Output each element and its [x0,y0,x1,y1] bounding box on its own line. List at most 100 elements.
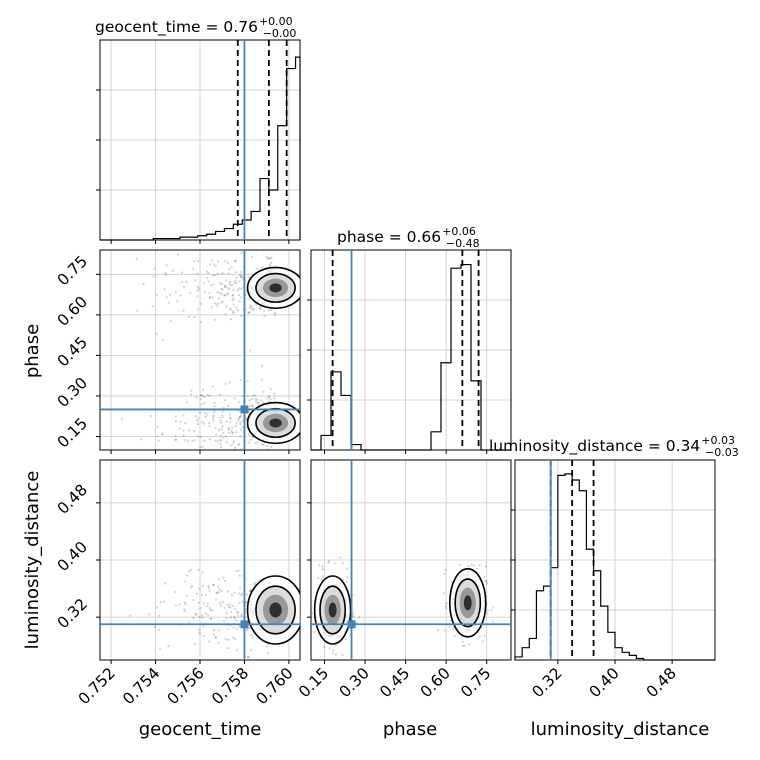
sample-point [223,294,227,297]
sample-point [202,602,205,605]
sample-point [247,433,251,436]
truth-marker [347,620,356,629]
sample-point [224,259,227,262]
x-tick-label: 0.758 [208,664,252,708]
sample-point [182,285,186,288]
sample-point [192,267,195,270]
sample-point [200,593,203,597]
sample-point [461,640,464,643]
sample-point [233,591,236,594]
sample-point [203,439,206,442]
sample-point [226,292,230,295]
sample-point [218,291,222,295]
sample-point [262,390,265,393]
sample-point [180,470,182,472]
sample-point [160,432,163,435]
sample-point [178,603,181,606]
sample-point [174,604,178,607]
sample-point [209,617,213,620]
hist-panel-geocent_time [96,39,301,244]
sample-point [224,286,227,289]
sample-point [239,416,242,419]
sample-point [251,436,254,439]
sample-point [491,620,495,623]
sample-point [157,628,160,631]
sample-point [213,274,216,277]
sample-point [186,574,189,577]
sample-point [240,592,244,596]
sample-point [224,435,227,438]
panel-body [120,250,300,472]
sample-point [232,288,235,291]
sample-point [255,303,258,306]
sample-point [155,332,158,336]
sample-point [223,294,226,297]
sample-point [209,284,212,287]
sample-point [199,607,202,610]
sample-point [203,412,207,415]
sample-point [185,280,188,283]
sample-point [184,602,187,605]
sample-point [196,289,199,292]
sample-point [478,563,481,567]
sample-point [218,393,221,396]
sample-point [230,266,233,269]
y-tick-label: 0.75 [54,252,91,289]
sample-point [225,441,229,444]
ylabel-phase: phase [22,324,43,378]
sample-point [228,416,232,419]
sample-point [207,272,210,275]
sample-point [245,417,248,420]
sample-point [217,629,220,632]
sample-point [190,586,193,589]
sample-point [226,590,229,593]
sample-point [206,393,209,396]
sample-point [270,261,273,264]
sample-point [231,431,235,434]
sample-point [189,389,193,392]
x-tick-label: 0.45 [376,664,413,701]
density-contour [328,602,337,618]
sample-point [164,274,168,277]
sample-point [153,625,157,629]
sample-point [239,421,242,424]
sample-point [213,452,215,454]
sample-point [213,405,216,408]
sample-point [327,561,330,565]
sample-point [221,288,224,291]
sample-point [222,436,225,439]
sample-point [246,394,249,398]
sample-point [257,401,260,404]
sample-point [206,413,209,416]
ylabel-luminosity-distance: luminosity_distance [22,471,43,650]
sample-point [231,310,235,313]
sample-point [199,394,203,397]
sample-point [220,428,223,431]
sample-point [237,443,240,446]
sample-point [483,634,486,637]
sample-point [443,629,446,632]
sample-point [255,400,258,403]
sample-point [256,440,259,444]
sample-point [232,311,235,315]
sample-point [181,280,184,284]
sample-point [193,429,196,433]
hist-panel-phase [307,249,512,454]
sample-point [176,300,179,303]
sample-point [227,272,230,275]
sample-point [197,417,200,420]
sample-point [220,293,223,296]
sample-point [250,305,253,308]
sample-point [485,582,488,585]
x-tick-label: 0.32 [529,664,566,701]
sample-point [193,260,196,263]
sample-point [196,435,200,438]
sample-point [199,320,203,324]
x-tick-label: 0.760 [253,664,297,708]
sample-point [161,338,164,342]
sample-point [233,260,237,263]
sample-point [237,417,240,420]
sample-point [222,619,226,622]
sample-point [197,601,201,604]
sample-point [227,627,230,630]
